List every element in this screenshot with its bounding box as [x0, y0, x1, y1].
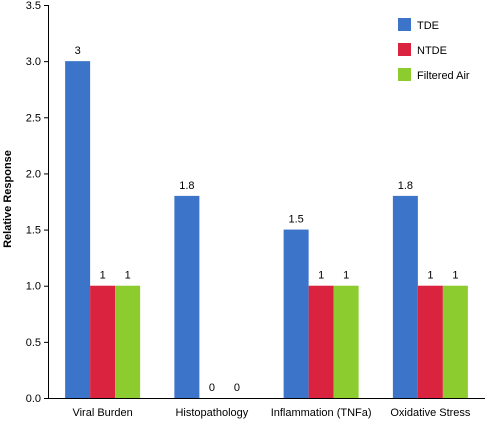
data-label: 1.8 — [179, 180, 194, 192]
legend-swatch — [398, 68, 411, 81]
data-label: 3 — [75, 45, 81, 57]
data-label: 1 — [427, 270, 433, 282]
x-category-label: Oxidative Stress — [390, 407, 471, 419]
y-tick-label: 0.0 — [26, 393, 41, 405]
data-label: 1.5 — [288, 214, 303, 226]
y-tick-label: 1.0 — [26, 281, 41, 293]
legend-label: NTDE — [417, 45, 447, 57]
y-axis: 0.0 0.5 1.0 1.5 2.0 2.5 3.0 3.5 — [26, 0, 48, 405]
data-label: 1 — [343, 270, 349, 282]
data-label: 1 — [318, 270, 324, 282]
y-tick-label: 2.0 — [26, 168, 41, 180]
x-category-label: Inflammation (TNFa) — [271, 407, 372, 419]
y-tick-label: 3.5 — [26, 0, 41, 12]
bars — [65, 61, 468, 399]
legend-label: TDE — [417, 20, 439, 32]
y-tick-label: 0.5 — [26, 337, 41, 349]
bar-filtered-air — [115, 285, 141, 398]
bar-filtered-air — [442, 285, 468, 398]
bar-filtered-air — [333, 285, 359, 398]
x-category-label: Viral Burden — [72, 407, 132, 419]
legend-swatch — [398, 18, 411, 31]
bar-ntde — [308, 285, 334, 398]
bar-tde — [65, 61, 91, 399]
data-label: 1 — [452, 270, 458, 282]
data-label: 1 — [100, 270, 106, 282]
bar-tde — [392, 195, 418, 398]
y-axis-title: Relative Response — [2, 150, 14, 248]
legend-label: Filtered Air — [417, 70, 470, 82]
x-category-label: Histopathology — [175, 407, 248, 419]
legend: TDE NTDE Filtered Air — [398, 18, 470, 82]
legend-swatch — [398, 43, 411, 56]
y-tick-label: 3.0 — [26, 56, 41, 68]
bar-tde — [174, 195, 200, 398]
data-labels: 3 1 1 1.8 0 0 1.5 1 1 1.8 1 1 — [75, 45, 459, 394]
x-axis: Viral Burden Histopathology Inflammation (… — [72, 407, 470, 419]
bar-ntde — [417, 285, 443, 398]
y-tick-label: 2.5 — [26, 112, 41, 124]
data-label: 1.8 — [398, 180, 413, 192]
bar-tde — [283, 229, 309, 398]
data-label: 0 — [209, 382, 215, 394]
data-label: 0 — [234, 382, 240, 394]
data-label: 1 — [125, 270, 131, 282]
bar-ntde — [90, 285, 116, 398]
y-tick-label: 1.5 — [26, 225, 41, 237]
